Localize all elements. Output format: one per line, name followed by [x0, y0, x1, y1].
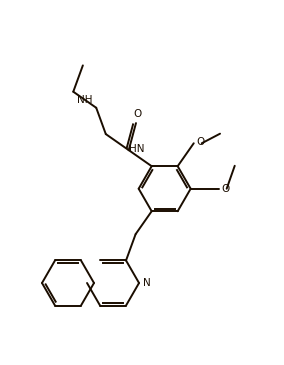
Text: HN: HN: [130, 144, 145, 154]
Text: O: O: [134, 109, 142, 119]
Text: O: O: [222, 184, 230, 194]
Text: O: O: [197, 137, 205, 147]
Text: N: N: [143, 278, 151, 288]
Text: NH: NH: [77, 95, 92, 105]
